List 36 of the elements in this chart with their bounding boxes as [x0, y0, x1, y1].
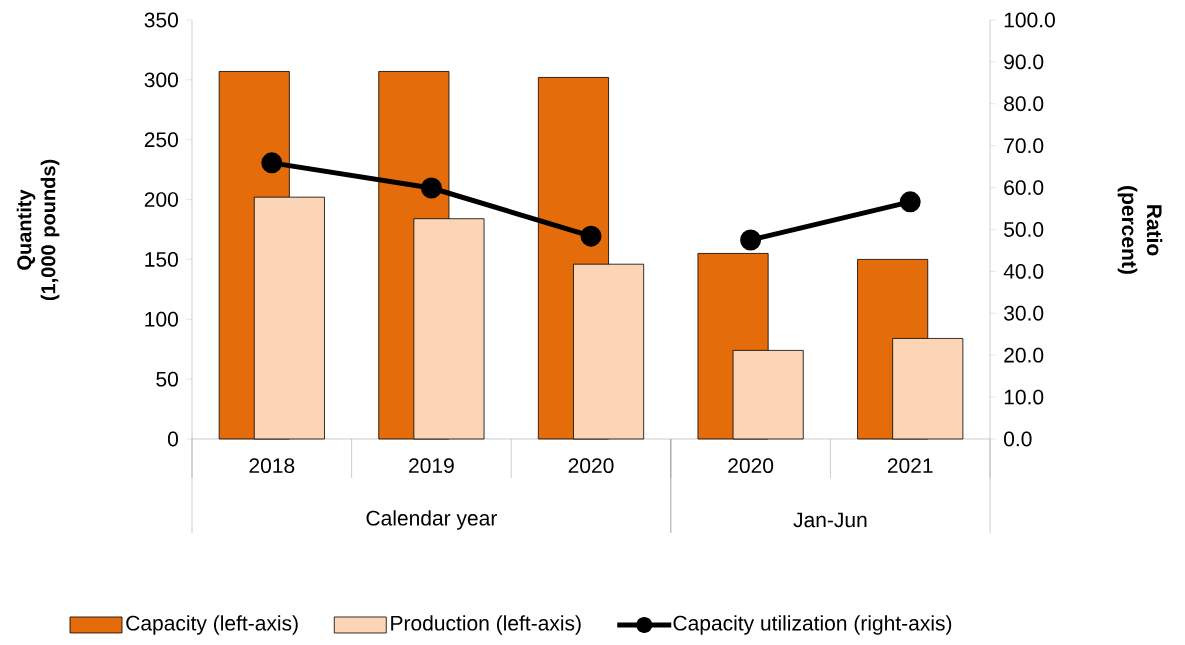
legend-label: Production (left-axis) — [391, 615, 581, 635]
point — [261, 152, 283, 174]
y2-tick-label: 0.0 — [1004, 431, 1032, 447]
x-tick-label: 2019 — [409, 458, 454, 474]
legend-label: Capacity utilization (right-axis) — [673, 615, 952, 635]
legend-label: Capacity (left-axis) — [126, 615, 298, 635]
y2-tick-label: 30.0 — [1004, 305, 1044, 321]
y-tick-label: 100 — [145, 311, 178, 327]
point — [580, 225, 602, 247]
y-tick-label: 350 — [144, 12, 178, 28]
point — [420, 177, 442, 199]
y2-tick-label: 70.0 — [1004, 138, 1044, 154]
y2-tick-label: 20.0 — [1004, 347, 1044, 363]
y-tick-label: 0 — [167, 431, 178, 447]
y-tick-label: 200 — [144, 192, 178, 207]
y-axis-title: Quantity (1,000 pounds) — [16, 159, 60, 301]
y2-tick-label: 60.0 — [1004, 180, 1044, 196]
y-tick-label: 250 — [144, 132, 178, 148]
x-tick-label: 2020 — [568, 458, 614, 474]
y2-axis-title: Ratio (percent) — [1117, 186, 1163, 274]
y-tick-label: 50 — [156, 371, 178, 387]
x-tick-label: 2021 — [887, 458, 933, 474]
y-tick-label: 300 — [144, 72, 178, 88]
y-tick-label: 150 — [145, 251, 178, 267]
text: Calendar year — [366, 510, 497, 530]
y2-tick-label: 40.0 — [1003, 263, 1044, 279]
x-tick-label: 2020 — [728, 458, 774, 474]
point — [899, 191, 921, 213]
y2-tick-label: 100.0 — [1004, 12, 1055, 28]
x-tick-label: 2018 — [249, 458, 295, 474]
y2-tick-label: 10.0 — [1004, 389, 1044, 405]
y2-tick-label: 50.0 — [1004, 222, 1044, 237]
point — [740, 229, 762, 251]
text: Jan-Jun — [793, 512, 867, 528]
y2-tick-label: 90.0 — [1004, 54, 1044, 70]
y2-tick-label: 80.0 — [1004, 96, 1044, 112]
